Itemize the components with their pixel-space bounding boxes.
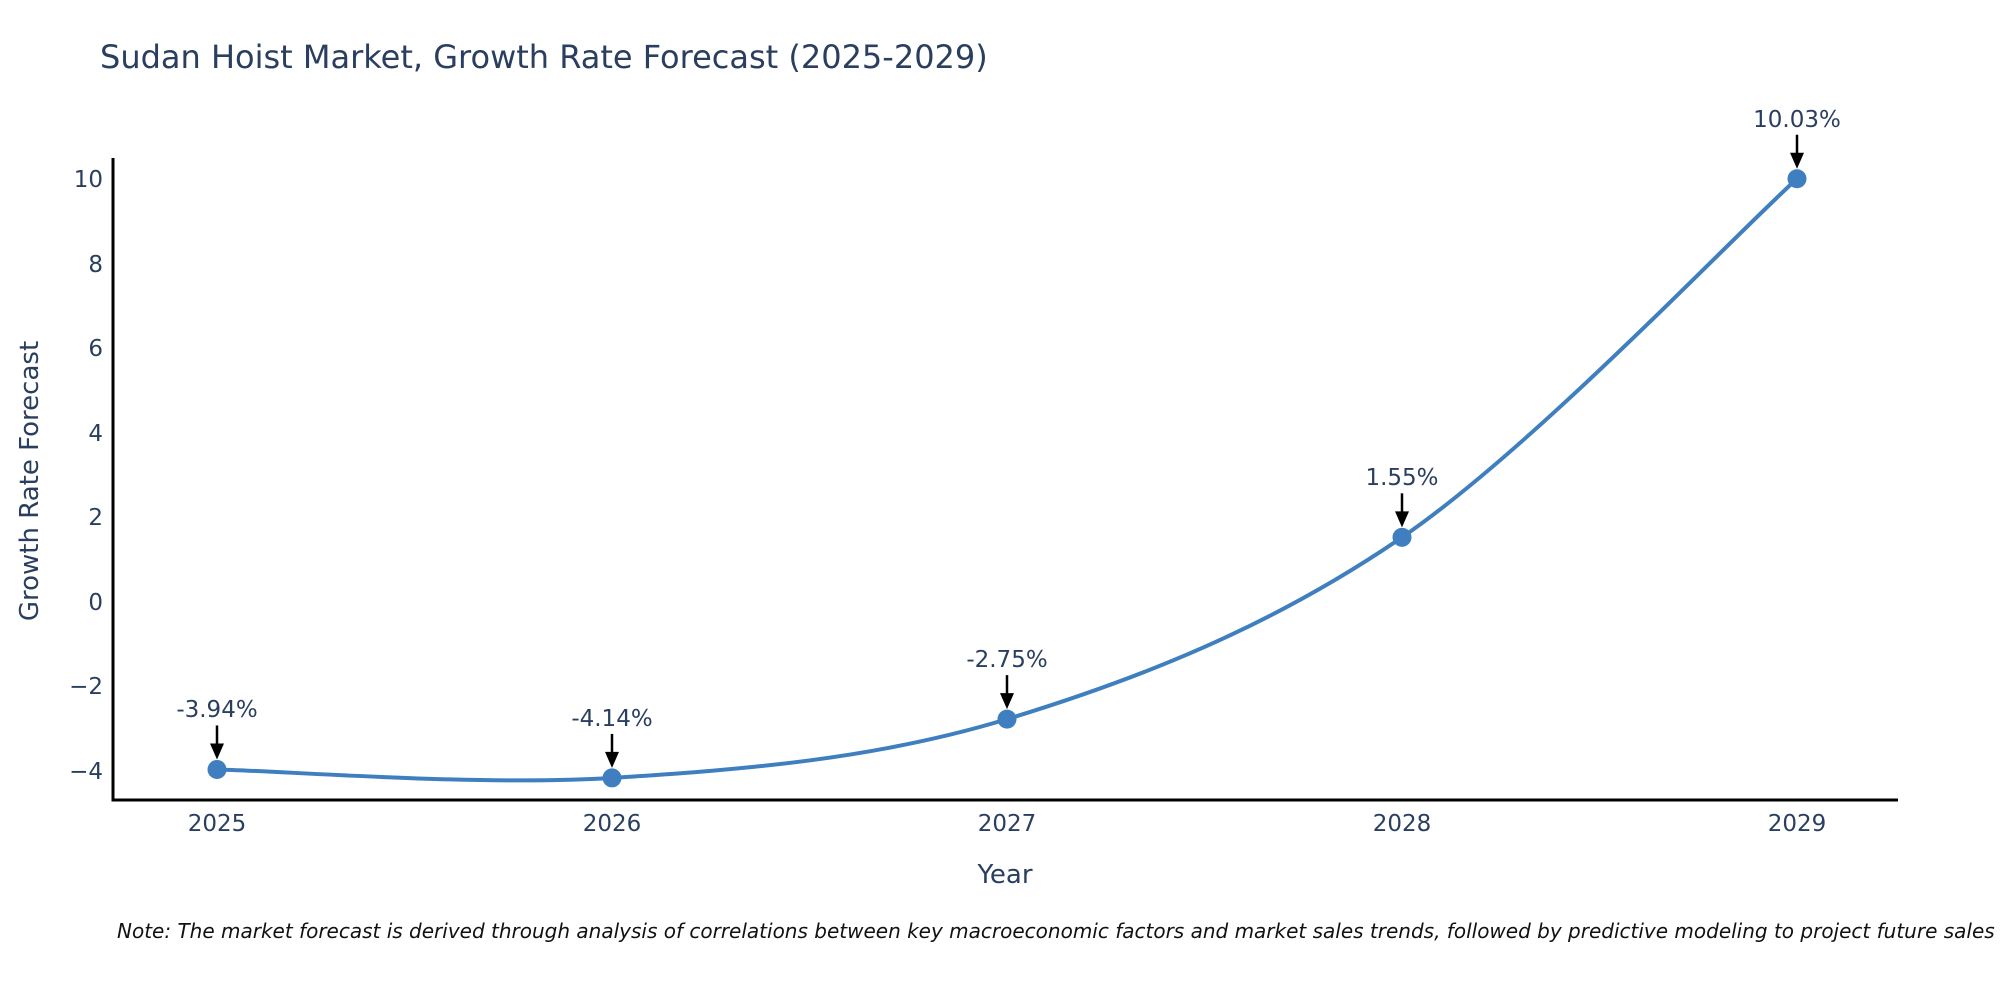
data-point-2027 [997, 709, 1017, 729]
annotation-arrowhead [210, 743, 224, 760]
point-value-label: -4.14% [571, 705, 653, 732]
y-tick-label: 10 [73, 167, 103, 193]
data-point-2025 [207, 759, 227, 779]
annotation-arrowhead [1395, 511, 1409, 528]
annotation-arrowhead [1000, 693, 1014, 710]
x-axis-title: Year [977, 860, 1033, 890]
y-tick-label: 2 [88, 505, 103, 532]
data-point-2029 [1787, 169, 1807, 189]
x-tick-label: 2025 [187, 811, 247, 837]
x-tick-label: 2028 [1372, 811, 1432, 837]
annotation-arrows [210, 134, 1804, 768]
data-point-2026 [602, 768, 622, 788]
annotation-arrowhead [1790, 152, 1804, 169]
point-value-label: -3.94% [176, 697, 258, 724]
data-point-2028 [1392, 527, 1412, 547]
point-value-label: -2.75% [966, 647, 1048, 674]
x-tick-label: 2027 [977, 811, 1037, 837]
data-point-markers [207, 169, 1807, 788]
axis-lines [111, 158, 1898, 802]
annotation-arrowhead [605, 751, 619, 768]
y-tick-label: 4 [88, 420, 103, 447]
y-tick-label: 8 [88, 251, 103, 278]
point-value-label: 1.55% [1365, 465, 1439, 492]
y-tick-label: −4 [69, 759, 103, 785]
footnote: Note: The market forecast is derived thr… [117, 919, 1995, 943]
series-line [216, 177, 1799, 783]
point-value-label: 10.03% [1753, 106, 1841, 133]
y-tick-label: −2 [69, 674, 103, 701]
x-tick-label: 2026 [582, 811, 642, 837]
x-tick-label: 2029 [1767, 811, 1827, 837]
y-tick-label: 0 [88, 589, 103, 616]
chart-title: Sudan Hoist Market, Growth Rate Forecast… [100, 38, 988, 76]
y-tick-label: 6 [88, 336, 103, 363]
